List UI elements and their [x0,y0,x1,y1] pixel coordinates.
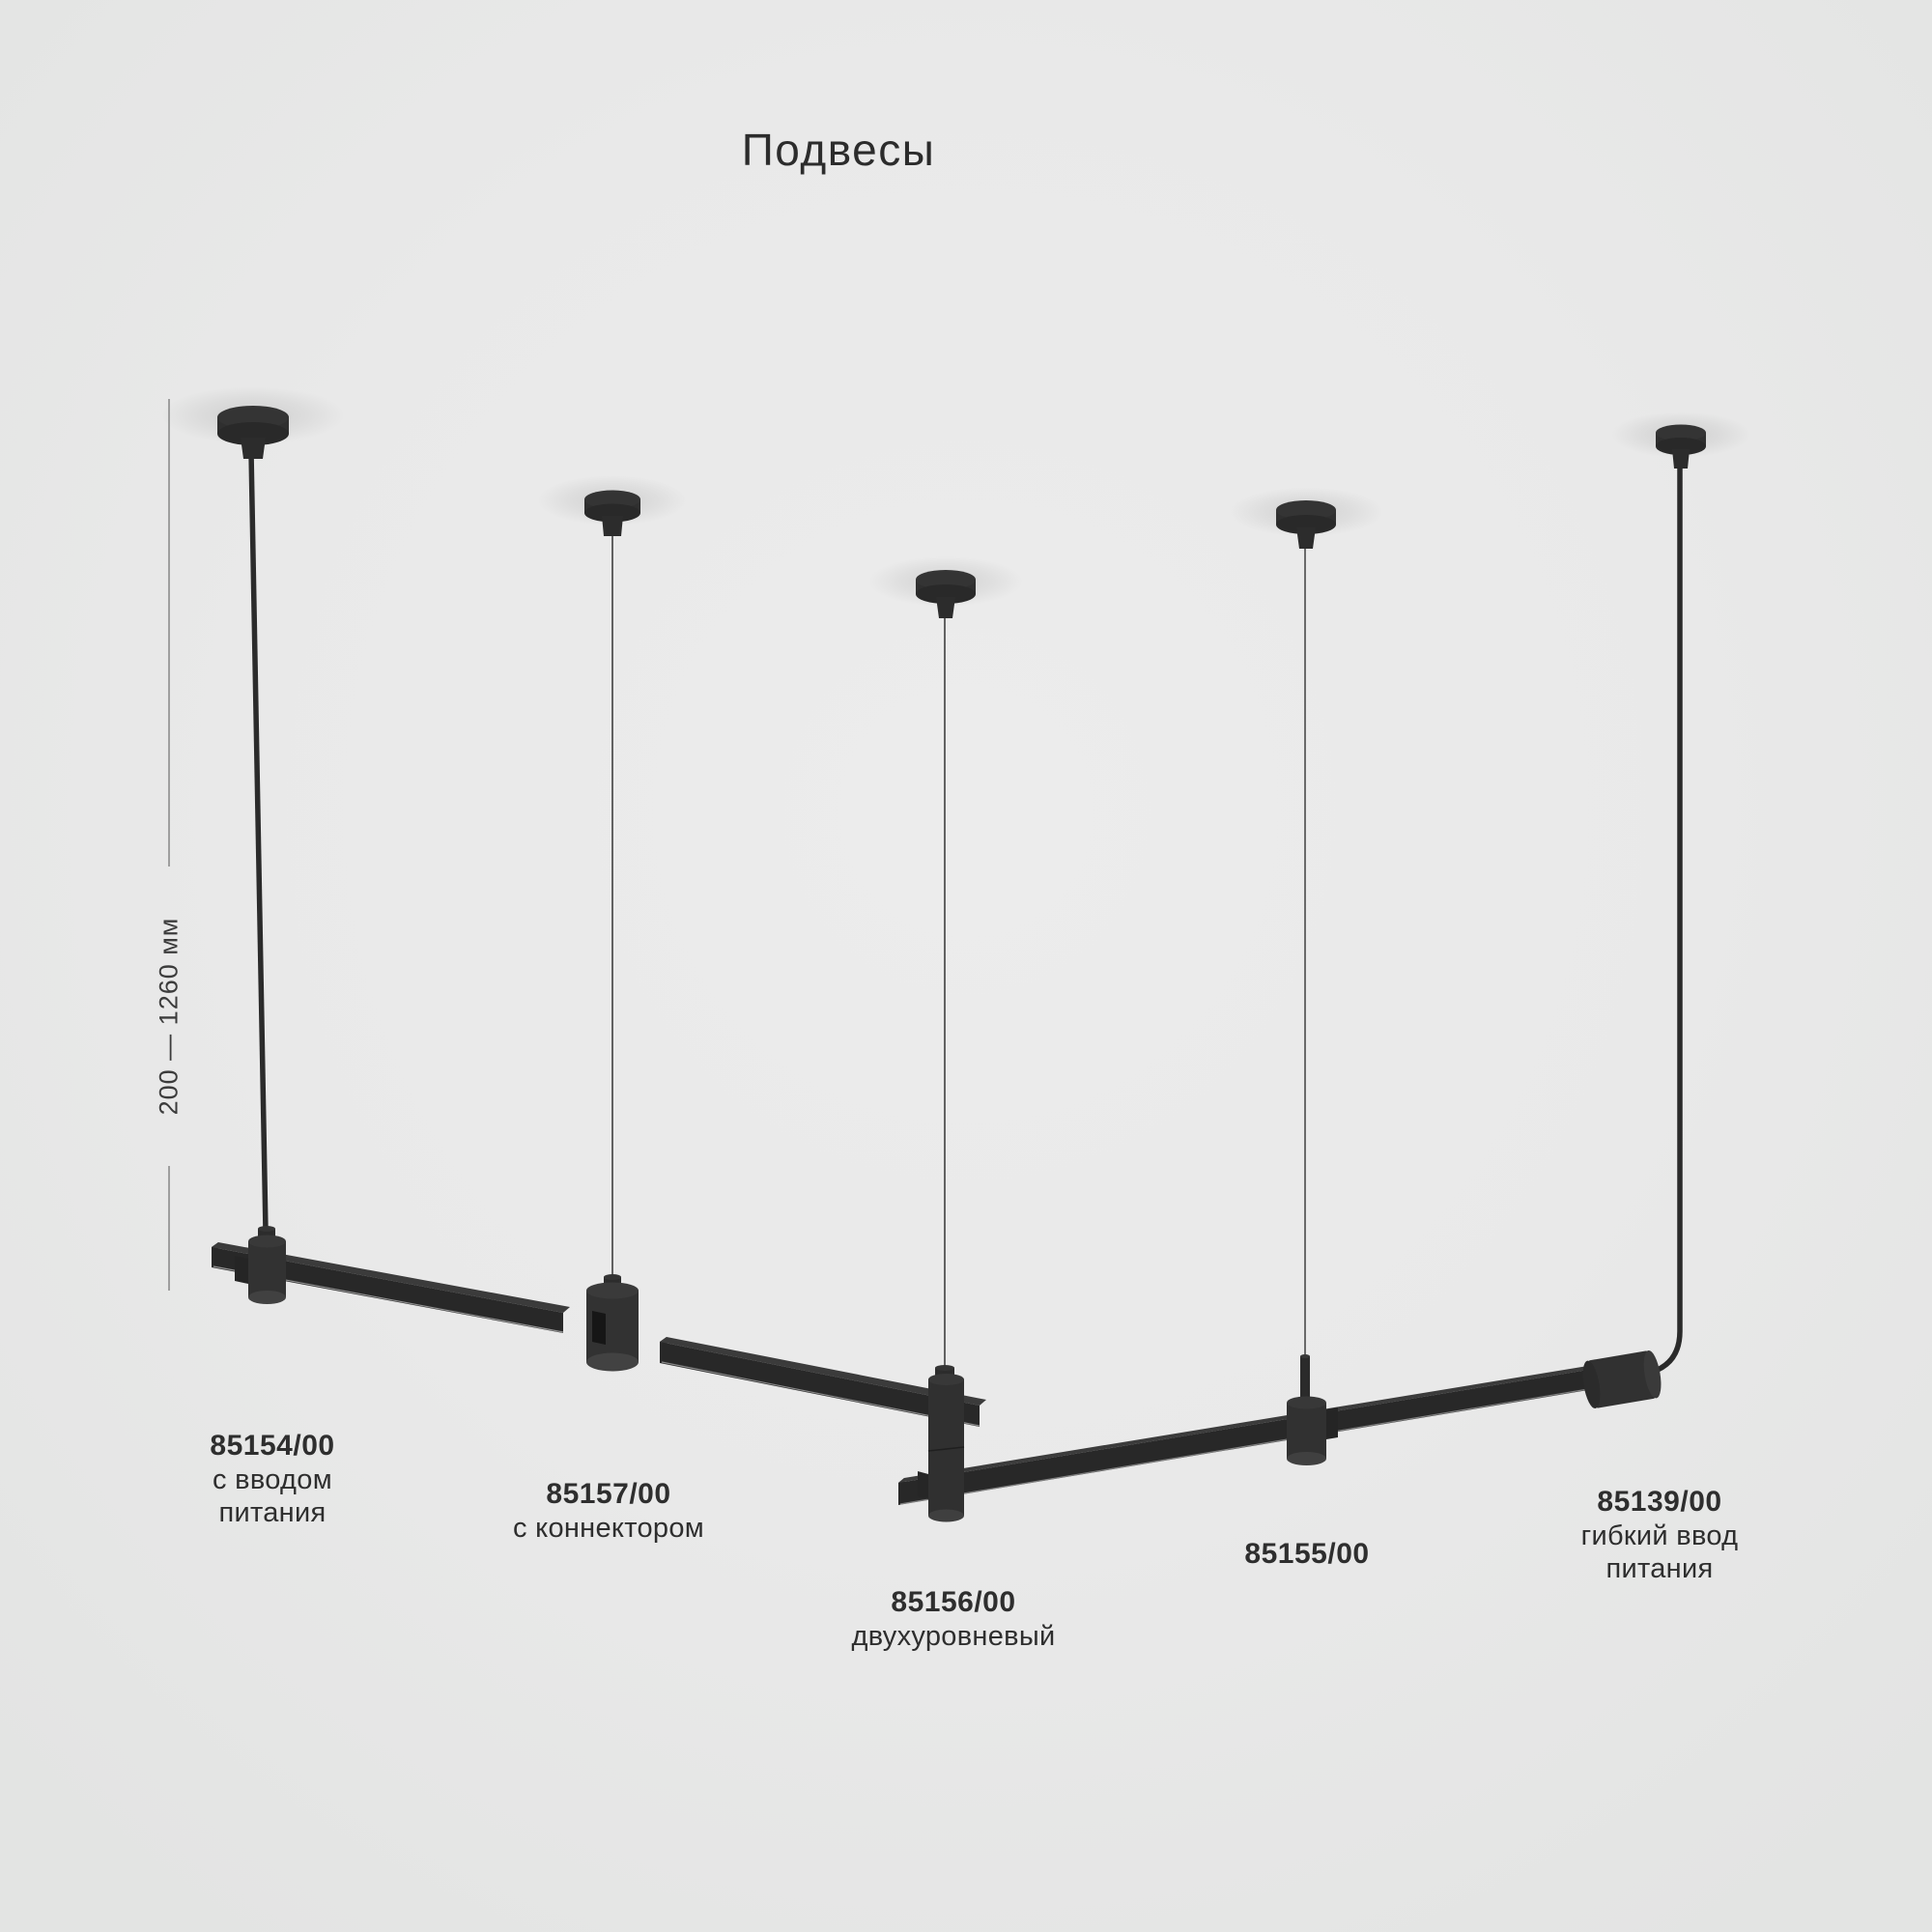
product-label-85156: 85156/00 двухуровневый [851,1584,1055,1653]
product-description: с вводом питания [213,1464,332,1528]
product-description: с коннектором [512,1513,705,1544]
page-title: Подвесы [741,125,936,175]
track-adapter-85154 [235,1226,286,1304]
pendant-85139 [1582,424,1706,1408]
end-feed-cylinder-85139 [1582,1350,1662,1408]
ceiling-canopy-85157 [584,490,640,536]
ceiling-canopy-85139 [1656,424,1706,469]
product-label-85139: 85139/00 гибкий ввод питания [1581,1484,1739,1585]
pendant-85155 [1276,500,1338,1465]
product-code: 85139/00 [1597,1486,1722,1518]
track-segment-2 [660,1337,986,1427]
connector-slot [592,1311,606,1345]
product-code: 85154/00 [210,1430,335,1462]
track-segment-1 [212,1242,570,1333]
dimension-label: 200 — 1260 мм [154,917,184,1116]
ceiling-canopy-85154 [217,406,289,459]
pendant-85154 [212,406,570,1333]
pendant-85156 [916,570,976,1522]
product-code: 85157/00 [546,1478,671,1510]
product-description: гибкий ввод питания [1580,1520,1739,1584]
product-code: 85156/00 [891,1586,1016,1618]
product-description: двухуровневый [851,1621,1056,1652]
track-highlight [661,1361,980,1427]
two-level-adapter-85156 [918,1365,965,1522]
product-label-85157: 85157/00 с коннектором [513,1476,704,1545]
flexible-power-cable [1643,465,1683,1377]
pendant-85157 [584,490,640,1372]
product-label-85154: 85154/00 с вводом питания [210,1428,334,1529]
product-label-85155: 85155/00 [1244,1536,1369,1572]
connector-body-85157 [586,1274,639,1372]
track-segment-3 [898,1364,1600,1505]
ceiling-canopy-85155 [1276,500,1336,549]
track-adapter-85155 [1287,1354,1338,1465]
ceiling-canopy-85156 [916,570,976,618]
product-code: 85155/00 [1244,1538,1370,1570]
track-highlight [899,1387,1595,1505]
suspension-rod [248,451,269,1233]
